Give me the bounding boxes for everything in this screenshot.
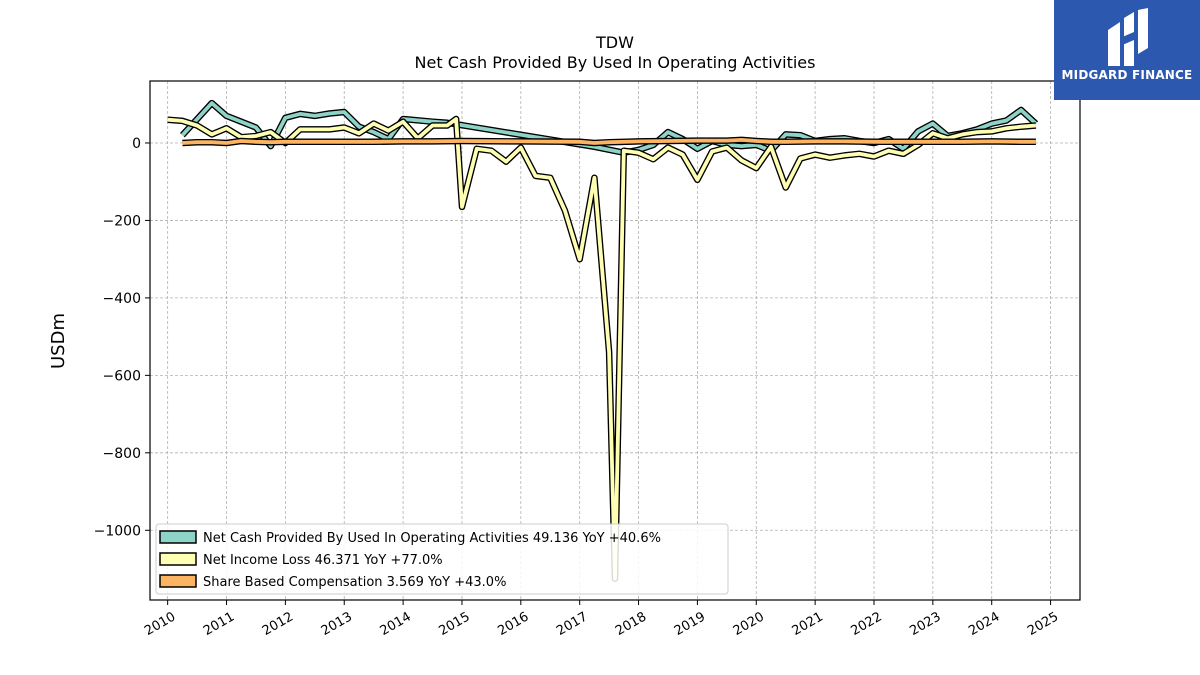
legend-swatch-2 <box>159 574 197 588</box>
y-tick-label: −1000 <box>94 523 141 539</box>
legend-label-0: Net Cash Provided By Used In Operating A… <box>203 531 661 546</box>
legend-label-2: Share Based Compensation 3.569 YoY +43.0… <box>203 575 506 590</box>
chart-title: TDW <box>595 33 634 52</box>
legend-box <box>155 523 729 595</box>
y-tick-label: 0 <box>132 136 141 152</box>
y-axis-ticks: 0 −200 −400 −600 −800 −1000 <box>94 136 150 539</box>
y-tick-label: −600 <box>103 368 141 384</box>
y-tick-label: −800 <box>103 446 141 462</box>
legend: Net Cash Provided By Used In Operating A… <box>155 523 729 595</box>
y-tick-label: −400 <box>103 291 141 307</box>
series-line-2 <box>182 137 1036 145</box>
y-axis-label: USDm <box>48 313 69 369</box>
brand-logo-icon <box>1108 8 1148 66</box>
y-tick-label: −200 <box>103 213 141 229</box>
legend-swatch-0 <box>159 530 197 544</box>
brand-logo: MIDGARD FINANCE <box>1054 0 1200 100</box>
series-line-0 <box>180 101 1038 155</box>
plot-frame <box>149 80 1081 601</box>
legend-label-1: Net Income Loss 46.371 YoY +77.0% <box>203 553 443 568</box>
series-line-1 <box>167 117 1037 581</box>
series-lines <box>167 99 1039 582</box>
legend-swatch-1 <box>159 552 197 566</box>
chart-subtitle: Net Cash Provided By Used In Operating A… <box>415 53 816 72</box>
brand-logo-text: MIDGARD FINANCE <box>1061 68 1193 82</box>
